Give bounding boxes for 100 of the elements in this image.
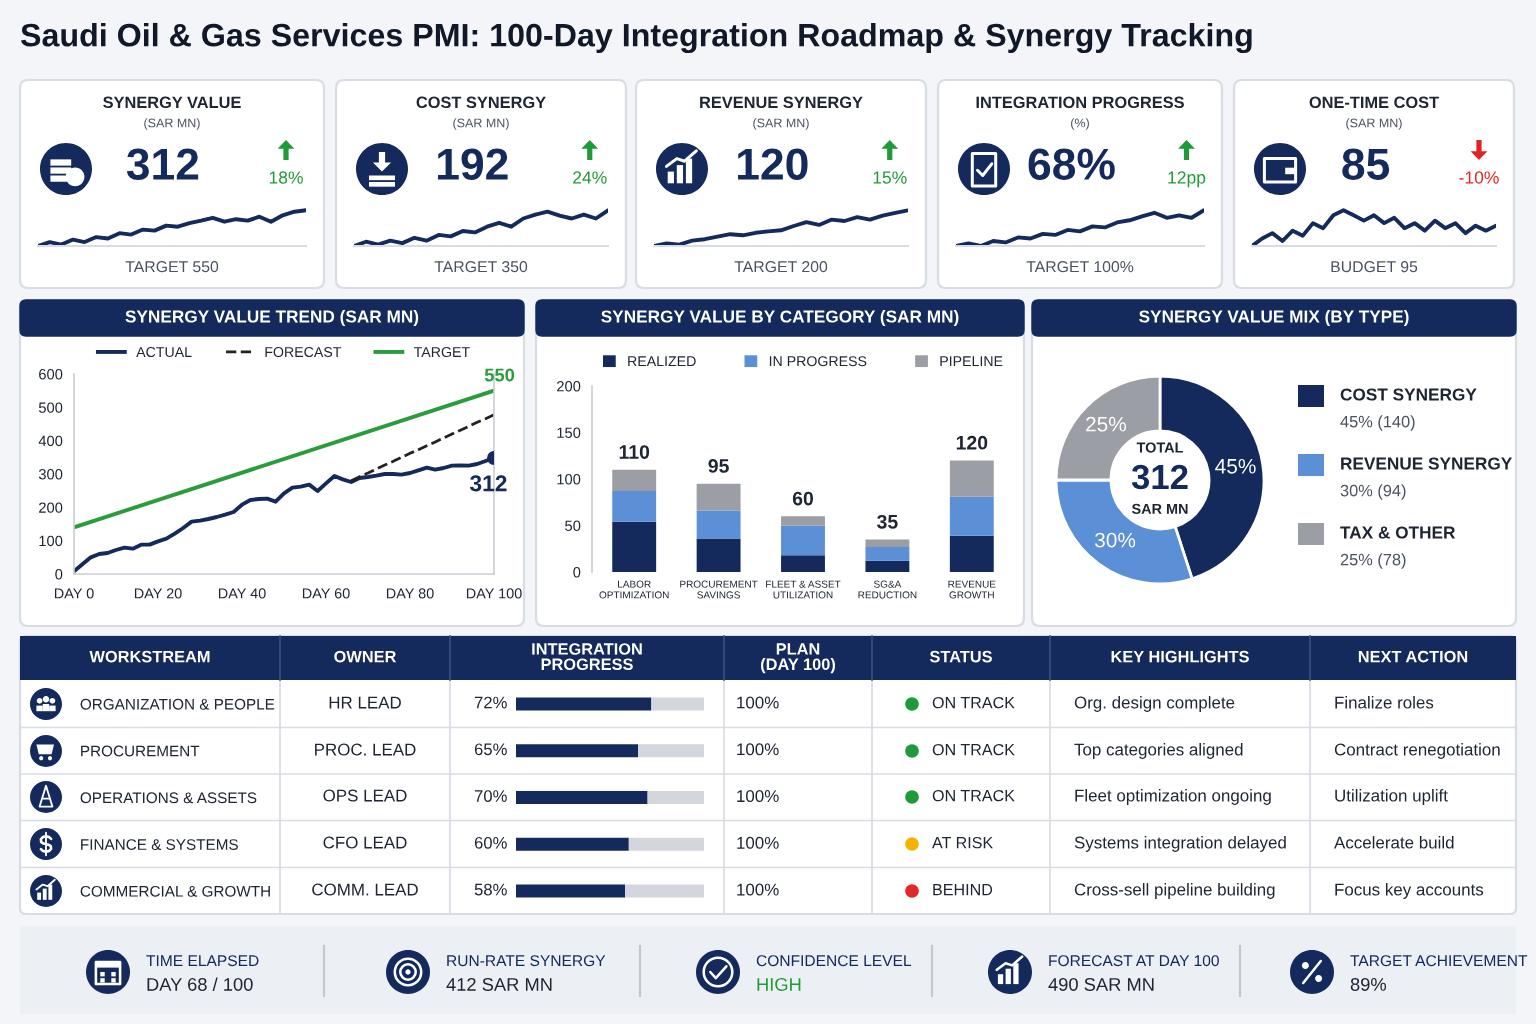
total-label: 35 [877,514,898,529]
bar [516,697,652,711]
text: DAY 68 / 100 [147,977,253,991]
text: Finalize roles [1335,696,1434,709]
total-label: 95 [708,459,729,473]
text: Accelerate build [1334,836,1454,849]
text: 24% [573,171,607,184]
bar [949,496,994,536]
text: 412 SAR MN [446,977,552,991]
data-label: 58% [474,883,507,896]
text: ON TRACK [932,789,1015,802]
text: 12pp [1168,171,1206,188]
bar [516,884,626,898]
text: Utilization uplift [1335,789,1448,805]
text: Focus key accounts [1335,883,1484,899]
bar [647,790,704,805]
data-label: 72% [474,696,507,709]
bar [865,546,910,561]
chart-title: REVENUE SYNERGY [700,96,863,109]
text: 312 [1131,464,1188,490]
total-label: 60 [792,491,814,506]
text: 85 [1342,148,1390,180]
text: 312 [126,148,199,180]
legend-label: REVENUE SYNERGY [1341,457,1512,470]
chart-title: SYNERGY VALUE [103,96,241,109]
bar [612,469,657,492]
bar [516,790,648,805]
text: 25% (78) [1340,553,1406,569]
bar [696,538,741,572]
text: BEHIND [933,884,993,896]
total-label: 100% [737,696,779,709]
text: STATUS [929,650,992,663]
bar [865,560,910,572]
text: WORKSTREAM [89,650,210,663]
text: HR LEAD [329,696,401,709]
legend-label: COST SYNERGY [1340,388,1477,401]
bar [781,555,825,572]
data-label: 70% [474,790,507,802]
bar [638,744,704,758]
text: KEY HIGHLIGHTS [1111,650,1249,663]
bar [781,525,825,556]
chart-title: SYNERGY VALUE TREND (SAR MN) [125,309,419,327]
text: CFO LEAD [323,836,407,849]
text: Saudi Oil & Gas Services PMI: 100-Day Integration Roadmap & Synergy Tracking [20,22,1252,54]
text: OPS LEAD [323,789,407,802]
bar [781,516,825,526]
chart-title: INTEGRATION PROGRESS [976,96,1184,109]
data-label: 65% [474,743,507,756]
text: INTEGRATION PROGRESS [532,643,642,671]
bar [612,521,657,572]
text: OWNER [334,650,397,663]
text: 192 [438,148,508,180]
data-label: 45% [1215,458,1256,474]
bar [696,483,741,511]
text: ON TRACK [932,696,1015,709]
bar [628,837,704,851]
total-label: 100% [737,790,779,803]
text: Top categories aligned [1074,743,1243,759]
text: SYNERGY VALUE MIX (BY TYPE) [1139,309,1409,327]
bar [625,884,704,898]
text: HIGH [757,977,801,991]
chart-title: COST SYNERGY [416,96,546,109]
bar [696,510,741,539]
total-label: 120 [956,435,988,450]
text: 45% (140) [1340,415,1415,431]
bar [949,535,994,572]
legend-label: TAX & OTHER [1340,526,1456,539]
text: PROC. LEAD [315,743,416,756]
chart-title: SYNERGY VALUE BY CATEGORY (SAR MN) [601,309,959,327]
bar [949,460,994,497]
total-label: 100% [737,836,779,849]
text: AT RISK [932,836,994,849]
text: Fleet optimization ongoing [1075,789,1271,805]
text: Contract renegotiation [1334,743,1500,759]
text: Cross-sell pipeline building [1074,883,1275,899]
bar [865,539,910,547]
text: 30% (94) [1340,484,1406,500]
text: 89% [1350,977,1387,991]
data-label: 30% [1095,532,1136,548]
text: 490 SAR MN [1048,977,1154,991]
text: Systems integration delayed [1074,836,1286,852]
text: PLAN (DAY 100) [761,643,835,674]
total-label: 100% [737,883,779,896]
annotation: 312 [469,475,507,492]
data-label: 25% [1086,416,1127,432]
bar [651,697,704,711]
text: ON TRACK [932,743,1015,756]
chart-title: ONE-TIME COST [1309,96,1439,109]
text: 15% [873,171,907,184]
bar [612,491,657,522]
text: NEXT ACTION [1358,650,1468,663]
total-label: 100% [737,743,779,756]
total-label: 110 [619,445,650,459]
bar [516,837,629,851]
text: COMM. LEAD [312,883,418,896]
text: 68% [1028,148,1115,180]
text: 120 [738,148,808,180]
text: Org. design complete [1074,696,1235,712]
text: -10% [1459,171,1499,184]
text: 18% [269,171,303,184]
